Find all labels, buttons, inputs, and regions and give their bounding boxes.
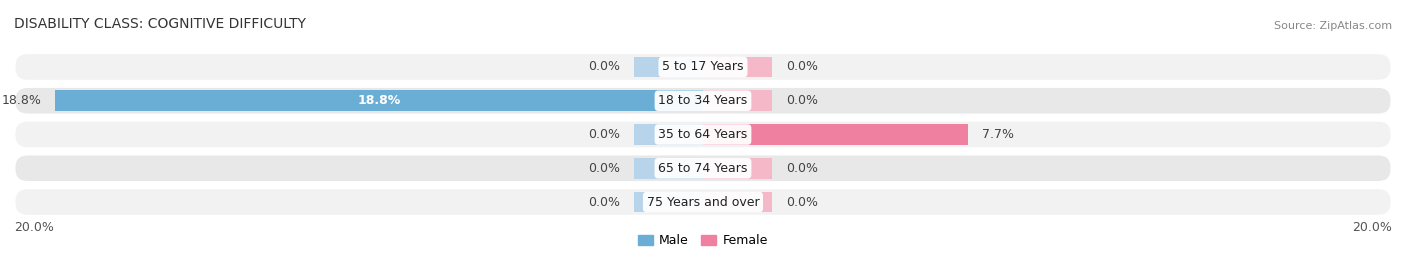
Text: 5 to 17 Years: 5 to 17 Years bbox=[662, 61, 744, 73]
Legend: Male, Female: Male, Female bbox=[633, 229, 773, 252]
Text: 7.7%: 7.7% bbox=[981, 128, 1014, 141]
Text: 0.0%: 0.0% bbox=[588, 128, 620, 141]
Text: 0.0%: 0.0% bbox=[588, 162, 620, 175]
Bar bbox=[703, 158, 772, 179]
Bar bbox=[703, 192, 772, 213]
Text: 0.0%: 0.0% bbox=[588, 196, 620, 208]
FancyBboxPatch shape bbox=[14, 188, 1392, 216]
Text: 0.0%: 0.0% bbox=[786, 61, 818, 73]
Bar bbox=[634, 56, 703, 77]
Text: Source: ZipAtlas.com: Source: ZipAtlas.com bbox=[1274, 21, 1392, 31]
Text: 20.0%: 20.0% bbox=[14, 221, 53, 233]
Text: 75 Years and over: 75 Years and over bbox=[647, 196, 759, 208]
Bar bbox=[634, 192, 703, 213]
Text: 18.8%: 18.8% bbox=[357, 94, 401, 107]
Text: 20.0%: 20.0% bbox=[1353, 221, 1392, 233]
FancyBboxPatch shape bbox=[14, 154, 1392, 182]
FancyBboxPatch shape bbox=[14, 53, 1392, 81]
Text: 18.8%: 18.8% bbox=[1, 94, 42, 107]
Bar bbox=[634, 124, 703, 145]
Bar bbox=[703, 90, 772, 111]
Text: DISABILITY CLASS: COGNITIVE DIFFICULTY: DISABILITY CLASS: COGNITIVE DIFFICULTY bbox=[14, 17, 307, 31]
Text: 0.0%: 0.0% bbox=[786, 94, 818, 107]
Text: 65 to 74 Years: 65 to 74 Years bbox=[658, 162, 748, 175]
Text: 0.0%: 0.0% bbox=[588, 61, 620, 73]
Text: 0.0%: 0.0% bbox=[786, 162, 818, 175]
FancyBboxPatch shape bbox=[14, 120, 1392, 149]
Bar bbox=[703, 124, 969, 145]
Bar bbox=[634, 158, 703, 179]
FancyBboxPatch shape bbox=[14, 87, 1392, 115]
Bar bbox=[703, 56, 772, 77]
Text: 0.0%: 0.0% bbox=[786, 196, 818, 208]
Text: 35 to 64 Years: 35 to 64 Years bbox=[658, 128, 748, 141]
Text: 18 to 34 Years: 18 to 34 Years bbox=[658, 94, 748, 107]
Bar bbox=[55, 90, 703, 111]
